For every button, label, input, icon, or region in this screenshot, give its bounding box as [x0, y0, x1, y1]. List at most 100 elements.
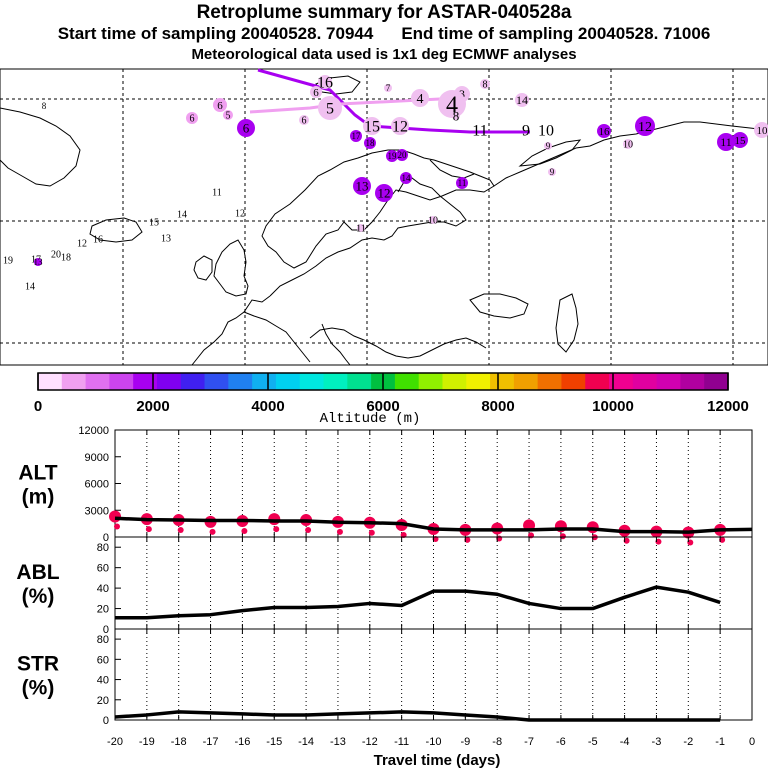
x-axis-title: Travel time (days)	[374, 752, 501, 768]
plume-cluster: 6	[186, 112, 198, 125]
x-tick-label: -17	[203, 736, 219, 748]
cluster-marker	[364, 137, 376, 149]
cluster-label: 9	[522, 123, 530, 140]
colorbar-segment	[275, 373, 301, 390]
figure-title: Retroplume summary for ASTAR-040528a	[196, 2, 572, 23]
x-tick-label: -2	[683, 736, 693, 748]
cluster-marker	[357, 224, 365, 232]
plume-cluster: 12	[375, 184, 393, 202]
cluster-marker	[515, 93, 529, 107]
colorbar-segment	[418, 373, 443, 390]
colorbar-segment	[347, 373, 372, 390]
colorbar-tick-label: 2000	[136, 398, 169, 415]
cluster-label: 11	[212, 188, 222, 199]
colorbar-segment	[513, 373, 539, 390]
plume-cluster: 14	[515, 93, 529, 107]
x-tick-label: -4	[620, 736, 630, 748]
cluster-label: 13	[356, 179, 369, 194]
colorbar-segment	[85, 373, 110, 390]
cluster-marker	[386, 150, 398, 162]
cluster-marker	[363, 117, 381, 135]
plume-cluster: 16	[93, 235, 103, 246]
panel-frame	[114, 628, 753, 721]
x-tick-label: -1	[715, 736, 725, 748]
cluster-label: 10	[428, 216, 438, 227]
colorbar-segment	[38, 373, 63, 390]
colorbar-tick-label: 4000	[251, 398, 284, 415]
plume-cluster: 12	[77, 239, 87, 250]
cluster-label: 15	[364, 119, 380, 136]
colorbar-segment	[394, 373, 420, 390]
plume-cluster: 11	[212, 188, 222, 199]
cluster-label: 19	[388, 151, 398, 161]
plume-cluster: 16	[597, 124, 611, 138]
series-line-abl	[115, 585, 721, 620]
panel-label-unit: (%)	[22, 677, 55, 700]
cluster-label: 7	[386, 83, 391, 93]
x-tick-label: -19	[139, 736, 155, 748]
plume-cluster: 11	[472, 123, 487, 140]
plume-cluster: 5	[223, 110, 233, 122]
plume-cluster: 20	[396, 149, 408, 161]
plume-cluster: 15	[363, 117, 381, 136]
cluster-marker	[411, 89, 429, 107]
y-tick-label: 0	[103, 532, 109, 544]
plume-cluster: 8	[452, 109, 460, 124]
x-tick-label: -7	[524, 736, 534, 748]
colorbar-segment	[585, 373, 610, 390]
plume-cluster: 12	[635, 116, 655, 136]
start-time-label: Start time of sampling 20040528. 70944	[57, 24, 374, 43]
cluster-label: 8	[453, 109, 460, 124]
colorbar-segment	[561, 373, 586, 390]
cluster-label: 18	[366, 138, 376, 148]
plume-cluster: 4	[438, 90, 466, 118]
cluster-marker	[480, 79, 490, 89]
y-tick-label: 60	[97, 563, 109, 575]
end-time-label: End time of sampling 20040528. 71006	[401, 24, 711, 43]
cluster-label: 20	[398, 150, 408, 160]
x-tick-label: -12	[362, 736, 378, 748]
plume-cluster: 18	[364, 137, 376, 149]
colorbar-segment	[156, 373, 182, 390]
cluster-label: 12	[378, 186, 391, 201]
cluster-label: 6	[190, 114, 195, 125]
plume-cluster: 9	[522, 123, 530, 140]
panel-alt: 0 3000 6000 9000 12000 ALT(m)	[18, 425, 753, 546]
cluster-label: 5	[226, 111, 231, 122]
plume-cluster: 6	[213, 98, 227, 112]
colorbar-segment	[61, 373, 87, 390]
plume-cluster: 13	[161, 234, 171, 245]
cluster-label: 14	[516, 93, 528, 107]
x-tick-label: -18	[171, 736, 187, 748]
panel-label-name: STR	[17, 653, 59, 676]
altitude-marker	[273, 526, 280, 533]
x-tick-label: -5	[588, 736, 598, 748]
cluster-marker	[400, 172, 412, 184]
plume-cluster: 9	[548, 167, 556, 177]
colorbar-segment	[204, 373, 229, 390]
cluster-marker	[452, 112, 460, 120]
cluster-label: 6	[217, 100, 223, 112]
cluster-label: 18	[61, 253, 71, 264]
colorbar-segment	[537, 373, 562, 390]
cluster-label: 17	[352, 131, 362, 141]
x-tick-label: 0	[749, 736, 755, 748]
cluster-marker	[223, 110, 233, 120]
plume-cluster: 11	[356, 224, 366, 235]
altitude-marker	[336, 528, 343, 535]
cluster-label: 12	[77, 239, 87, 250]
colorbar-segment	[656, 373, 681, 390]
plume-cluster: 19	[3, 256, 13, 267]
x-tick-label: -11	[394, 736, 409, 748]
panel-label-unit: (%)	[22, 585, 55, 608]
y-tick-label: 80	[97, 634, 109, 646]
colorbar-segment	[133, 373, 158, 390]
panel-label-unit: (m)	[22, 486, 55, 509]
y-tick-label: 0	[103, 715, 109, 727]
y-tick-label: 20	[97, 604, 109, 616]
x-tick-label: -14	[298, 736, 314, 748]
colorbar-segment	[299, 373, 325, 390]
cluster-label: 6	[302, 116, 307, 127]
plume-cluster: 15	[732, 132, 748, 148]
